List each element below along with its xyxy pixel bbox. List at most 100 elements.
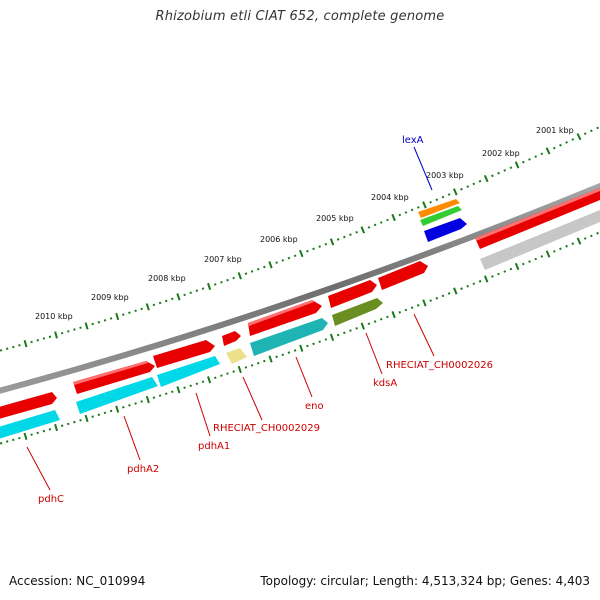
gene-label-pdhA2: pdhA2 xyxy=(127,464,159,475)
minor-tick xyxy=(232,276,235,280)
minor-tick xyxy=(447,193,451,196)
tick-label: 2009 kbp xyxy=(91,293,129,302)
gene-arrow-forward xyxy=(328,280,377,308)
major-tick xyxy=(207,376,212,384)
minor-tick xyxy=(509,267,513,271)
minor-tick xyxy=(5,440,9,443)
major-tick xyxy=(453,287,458,295)
minor-tick xyxy=(244,272,248,275)
minor-tick xyxy=(324,242,328,246)
major-tick xyxy=(268,355,273,363)
minor-tick xyxy=(73,420,76,424)
minor-tick xyxy=(5,347,9,350)
gene-arrow-forward xyxy=(378,261,428,290)
minor-tick xyxy=(256,361,260,365)
minor-tick xyxy=(596,231,599,235)
minor-tick xyxy=(416,304,420,307)
minor-tick xyxy=(103,319,107,322)
minor-tick xyxy=(195,289,199,292)
major-tick xyxy=(145,395,150,404)
minor-tick xyxy=(336,333,340,337)
minor-tick xyxy=(122,313,125,316)
minor-tick xyxy=(109,409,113,413)
minor-tick xyxy=(472,282,476,286)
minor-tick xyxy=(355,327,358,330)
minor-tick xyxy=(189,384,192,388)
minor-tick xyxy=(195,382,199,386)
gene-label-pdhC: pdhC xyxy=(38,494,64,505)
major-tick xyxy=(360,226,366,234)
major-tick xyxy=(23,432,28,440)
minor-tick xyxy=(534,257,538,261)
minor-tick xyxy=(503,169,507,172)
major-tick xyxy=(483,275,489,283)
minor-tick xyxy=(67,330,70,333)
minor-tick xyxy=(122,405,125,409)
minor-tick xyxy=(540,255,544,258)
major-tick xyxy=(514,262,520,271)
minor-tick xyxy=(213,376,217,380)
minor-tick xyxy=(91,415,94,418)
minor-tick xyxy=(103,411,107,415)
minor-tick xyxy=(201,287,205,290)
minor-tick xyxy=(48,428,52,431)
minor-tick xyxy=(583,237,587,240)
lexA-gene-stack xyxy=(418,199,467,242)
minor-tick xyxy=(571,138,575,141)
gene-label-lexA: lexA xyxy=(402,135,424,146)
minor-tick xyxy=(30,433,33,436)
gene-label-kdsA: kdsA xyxy=(373,378,397,389)
minor-tick xyxy=(12,438,15,442)
minor-tick xyxy=(478,280,482,283)
minor-tick xyxy=(497,171,500,175)
label-line-pdhA2 xyxy=(123,415,141,461)
major-tick xyxy=(268,261,273,269)
minor-tick xyxy=(287,256,291,260)
minor-tick xyxy=(0,349,3,352)
minor-tick xyxy=(128,311,131,315)
label-line-RHECIAT_CH0002029 xyxy=(242,376,263,421)
major-tick xyxy=(576,237,582,245)
label-line-kdsA xyxy=(365,332,383,375)
minor-tick xyxy=(373,223,377,227)
minor-tick xyxy=(441,195,445,199)
minor-tick xyxy=(478,179,482,183)
gene-arrow-cyan xyxy=(76,377,158,414)
minor-tick xyxy=(226,372,229,375)
major-tick xyxy=(115,312,120,321)
minor-tick xyxy=(183,293,186,297)
minor-tick xyxy=(275,261,278,264)
minor-tick xyxy=(306,249,309,253)
minor-tick xyxy=(528,260,531,263)
tick-label: 2001 kbp xyxy=(536,126,574,135)
minor-tick xyxy=(583,132,587,136)
minor-tick xyxy=(164,299,168,303)
minor-tick xyxy=(447,292,451,295)
major-tick xyxy=(207,282,212,291)
gene-arrow-forward xyxy=(222,331,241,346)
label-line-pdhC xyxy=(26,446,51,491)
minor-tick xyxy=(441,294,445,298)
minor-tick xyxy=(559,143,562,147)
tick-label: 2003 kbp xyxy=(426,171,464,180)
minor-tick xyxy=(349,329,352,332)
minor-tick xyxy=(220,280,223,284)
major-tick xyxy=(391,213,396,222)
major-tick xyxy=(329,238,335,246)
minor-tick xyxy=(244,366,248,369)
major-tick xyxy=(54,423,58,432)
accession-text: Accession: NC_010994 xyxy=(9,574,146,588)
minor-tick xyxy=(466,185,470,188)
major-tick xyxy=(84,322,89,330)
minor-tick xyxy=(429,299,432,302)
major-tick xyxy=(391,311,396,319)
gene-label-RHECIAT_CH0002026: RHECIAT_CH0002026 xyxy=(386,360,493,371)
minor-tick xyxy=(128,404,131,407)
outer-tick-ring xyxy=(0,126,599,352)
gene-arrow-blue xyxy=(424,218,467,242)
minor-tick xyxy=(256,267,260,271)
minor-tick xyxy=(596,126,599,130)
page-title: Rhizobium etli CIAT 652, complete genome xyxy=(155,9,445,24)
minor-tick xyxy=(590,129,593,133)
label-line-RHECIAT_CH0002026 xyxy=(413,313,435,357)
